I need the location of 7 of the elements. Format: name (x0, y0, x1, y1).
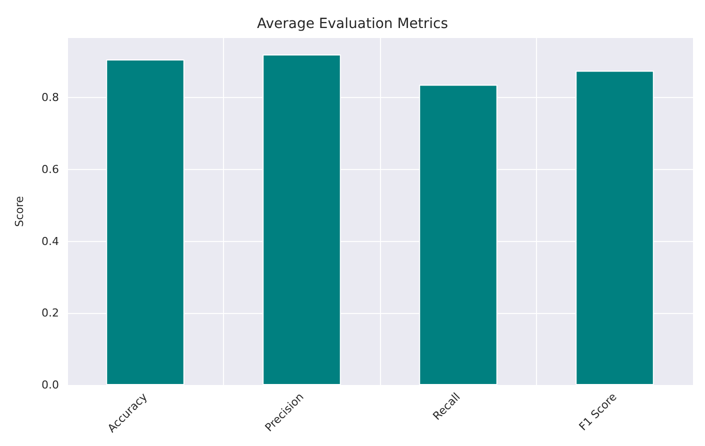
y-tick-label: 0.6 (42, 162, 59, 176)
chart-title: Average Evaluation Metrics (256, 16, 448, 32)
y-tick-label: 0.0 (42, 378, 59, 392)
y-tick-label: 0.4 (42, 234, 59, 248)
y-tick-label: 0.2 (42, 306, 59, 320)
y-axis-title: Score (13, 196, 26, 227)
y-tick-label: 0.8 (42, 91, 59, 104)
